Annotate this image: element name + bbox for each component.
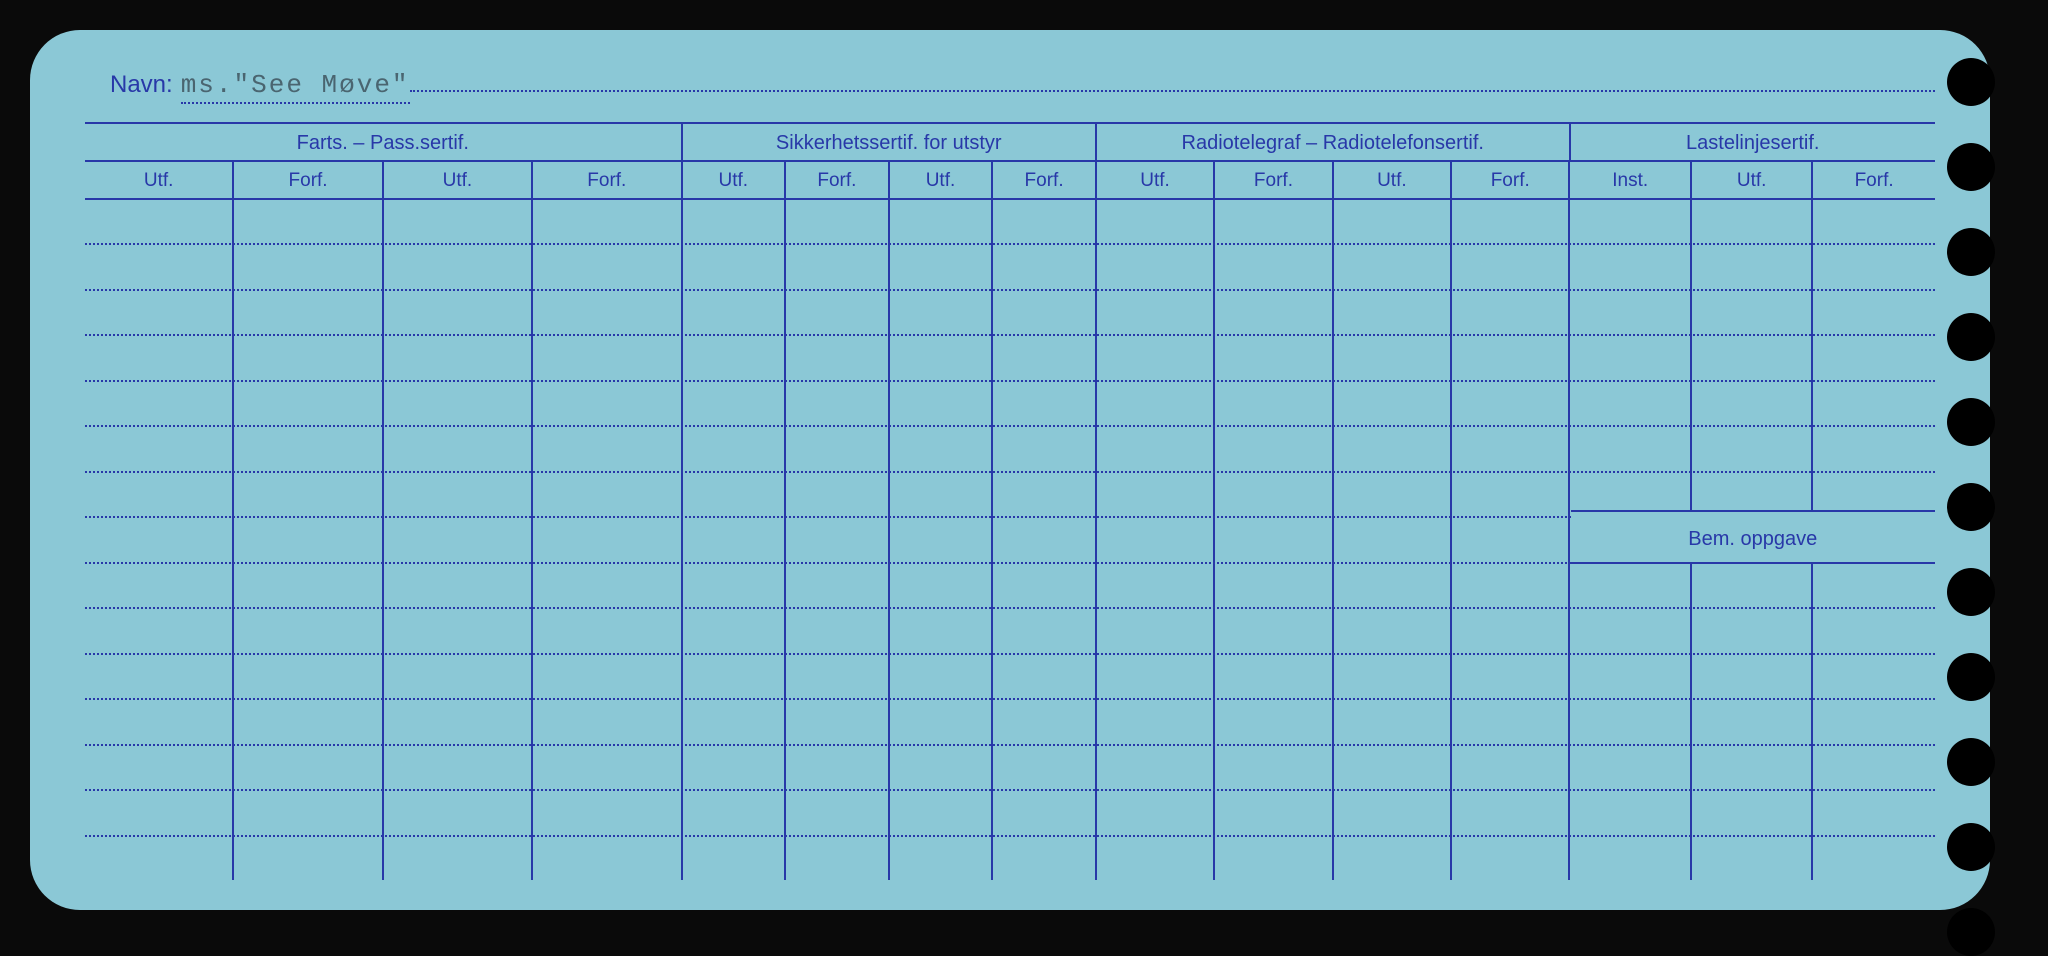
name-row: Navn: ms."See Møve" — [85, 70, 1935, 104]
col-forf: Forf. — [533, 162, 682, 198]
col-forf: Forf. — [993, 162, 1097, 198]
name-underline — [410, 90, 1935, 92]
col-utf: Utf. — [890, 162, 994, 198]
punch-hole — [1947, 568, 1995, 616]
group-header-row: Farts. – Pass.sertif. Sikkerhetssertif. … — [85, 124, 1935, 162]
sub-header-row: Utf. Forf. Utf. Forf. Utf. Forf. Utf. Fo… — [85, 162, 1935, 200]
col-divider — [890, 200, 994, 880]
group-lastelinje: Lastelinjesertif. — [1571, 124, 1935, 160]
col-divider — [533, 200, 682, 880]
col-divider — [1215, 200, 1333, 880]
col-utf: Utf. — [85, 162, 234, 198]
col-forf: Forf. — [1813, 162, 1934, 198]
col-forf: Forf. — [1452, 162, 1570, 198]
punch-holes — [1947, 58, 1995, 956]
group-farts-pass: Farts. – Pass.sertif. — [85, 124, 683, 160]
col-divider — [384, 200, 533, 880]
punch-hole — [1947, 823, 1995, 871]
punch-hole — [1947, 228, 1995, 276]
col-utf: Utf. — [1692, 162, 1813, 198]
group-sikkerhet: Sikkerhetssertif. for utstyr — [683, 124, 1097, 160]
col-divider — [85, 200, 234, 880]
col-utf: Utf. — [384, 162, 533, 198]
punch-hole — [1947, 483, 1995, 531]
name-label: Navn: — [110, 71, 173, 99]
col-divider — [683, 200, 787, 880]
record-card: Navn: ms."See Møve" Farts. – Pass.sertif… — [30, 30, 1990, 910]
col-inst: Inst. — [1570, 162, 1691, 198]
col-forf: Forf. — [786, 162, 890, 198]
punch-hole — [1947, 738, 1995, 786]
bem-oppgave-label: Bem. oppgave — [1571, 510, 1935, 564]
col-divider — [234, 200, 383, 880]
col-utf: Utf. — [1334, 162, 1452, 198]
name-value: ms."See Møve" — [181, 70, 410, 104]
punch-hole — [1947, 398, 1995, 446]
col-divider — [1452, 200, 1570, 880]
table-body: Bem. oppgave — [85, 200, 1935, 880]
col-utf: Utf. — [1097, 162, 1215, 198]
col-utf: Utf. — [683, 162, 787, 198]
col-divider — [993, 200, 1097, 880]
col-divider — [1334, 200, 1452, 880]
col-divider — [1097, 200, 1215, 880]
col-forf: Forf. — [1215, 162, 1333, 198]
punch-hole — [1947, 653, 1995, 701]
punch-hole — [1947, 143, 1995, 191]
group-radio: Radiotelegraf – Radiotelefonsertif. — [1097, 124, 1571, 160]
col-forf: Forf. — [234, 162, 383, 198]
punch-hole — [1947, 58, 1995, 106]
col-divider — [786, 200, 890, 880]
punch-hole — [1947, 908, 1995, 956]
certificate-table: Farts. – Pass.sertif. Sikkerhetssertif. … — [85, 122, 1935, 882]
punch-hole — [1947, 313, 1995, 361]
